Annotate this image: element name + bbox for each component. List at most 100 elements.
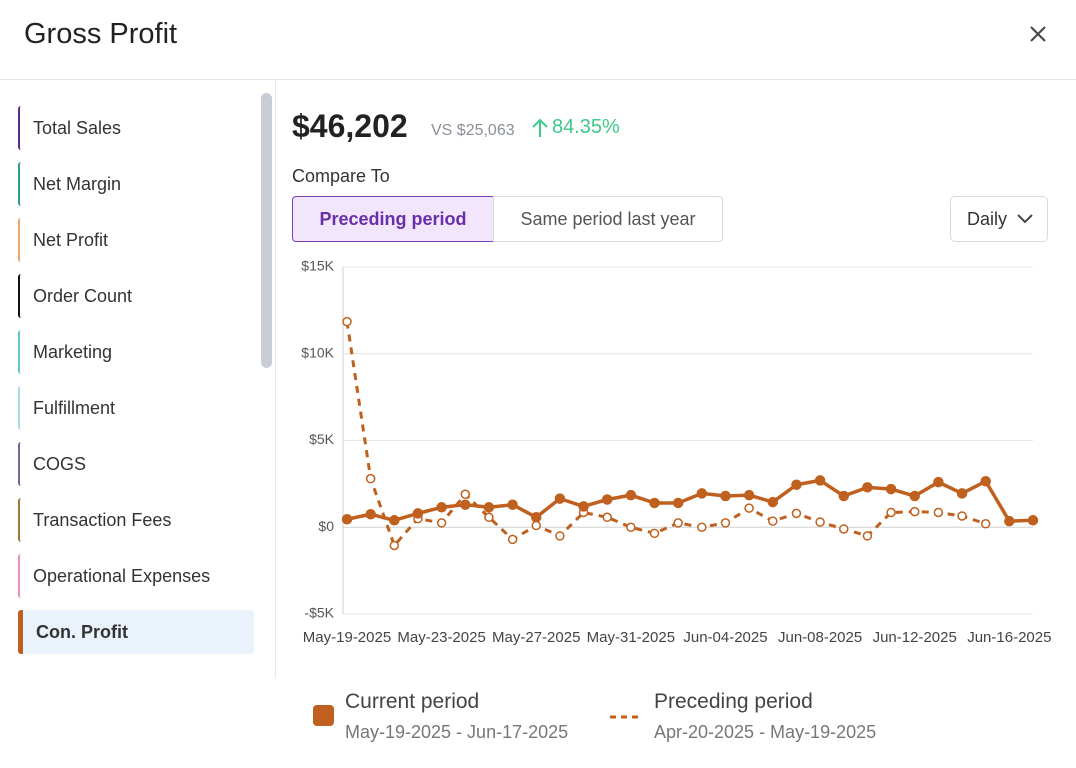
x-tick-label: May-31-2025: [587, 629, 675, 646]
data-point: [342, 316, 352, 327]
data-point: [886, 507, 896, 518]
data-point: [436, 502, 447, 513]
data-point: [460, 489, 471, 500]
data-point: [530, 512, 542, 523]
data-point: [933, 507, 944, 518]
data-point: [436, 518, 447, 528]
data-point: [626, 522, 636, 532]
sidebar-item[interactable]: Transaction Fees: [18, 498, 254, 542]
divider: [0, 79, 1076, 80]
data-point: [578, 501, 589, 512]
data-point: [862, 531, 873, 541]
data-point: [1027, 515, 1039, 526]
x-tick-label: May-27-2025: [492, 629, 580, 646]
series-line: [345, 321, 987, 547]
data-point: [507, 534, 518, 545]
data-point: [980, 519, 991, 529]
data-point: [956, 488, 968, 499]
sidebar-item[interactable]: Total Sales: [18, 106, 254, 150]
y-tick-label: $10K: [301, 344, 334, 360]
data-point: [507, 499, 518, 510]
data-point: [838, 490, 850, 502]
data-point: [862, 482, 873, 493]
data-point: [720, 518, 731, 528]
data-point: [460, 499, 471, 510]
sidebar-item[interactable]: Net Margin: [18, 162, 254, 206]
data-point: [389, 515, 400, 526]
legend-box: [313, 705, 334, 726]
data-point: [531, 520, 541, 531]
data-point: [839, 524, 849, 534]
data-point: [980, 476, 991, 487]
data-point: [815, 517, 825, 527]
data-point: [554, 493, 566, 504]
data-point: [768, 516, 778, 526]
sidebar-item[interactable]: Con. Profit: [18, 610, 254, 654]
data-point: [743, 489, 755, 501]
x-tick-label: Jun-04-2025: [683, 629, 767, 646]
data-point: [957, 511, 967, 521]
data-point: [672, 497, 684, 509]
modal-title: Gross Profit: [24, 18, 178, 50]
dropdown-value: Daily: [967, 208, 1008, 229]
x-tick-label: Jun-16-2025: [967, 629, 1051, 646]
divider: [275, 80, 276, 678]
data-point: [412, 508, 424, 519]
data-point: [885, 483, 897, 495]
data-point: [649, 528, 660, 539]
data-point: [389, 540, 400, 551]
data-point: [909, 506, 920, 517]
legend-range: Apr-20-2025 - May-19-2025: [654, 722, 877, 742]
metric-change: 84.35%: [552, 116, 620, 138]
sidebar-item[interactable]: COGS: [18, 442, 254, 486]
compare-option[interactable]: Preceding period: [292, 196, 494, 242]
data-point: [602, 512, 612, 523]
data-point: [696, 488, 708, 499]
x-tick-label: May-19-2025: [303, 629, 391, 646]
up-arrow: [532, 118, 548, 137]
data-point: [484, 512, 494, 523]
scrollbar[interactable]: [261, 93, 272, 368]
data-point: [814, 475, 826, 486]
compare-label: Compare To: [292, 166, 390, 186]
sidebar: Total Sales Net Margin Net Profit Order Cou…: [18, 106, 254, 678]
sidebar-item[interactable]: Fulfillment: [18, 386, 254, 430]
legend-name: Preceding period: [654, 690, 813, 713]
close-button[interactable]: [1028, 24, 1048, 44]
data-point: [1004, 515, 1015, 527]
data-point: [555, 531, 565, 541]
metric-value: $46,202: [292, 108, 408, 144]
x-tick-label: Jun-08-2025: [778, 629, 862, 646]
data-point: [933, 476, 944, 488]
legend-range: May-19-2025 - Jun-17-2025: [345, 722, 569, 742]
data-point: [909, 490, 920, 502]
sidebar-item[interactable]: Operational Expenses: [18, 554, 254, 598]
y-tick-label: $5K: [309, 431, 335, 447]
data-point: [601, 494, 613, 505]
y-tick-label: -$5K: [304, 605, 334, 621]
metric-compare: VS $25,063: [431, 122, 515, 139]
compare-option[interactable]: Same period last year: [493, 196, 723, 242]
sidebar-item[interactable]: Order Count: [18, 274, 254, 318]
data-point: [365, 473, 376, 484]
data-point: [791, 479, 802, 490]
chevron: [1017, 214, 1033, 224]
x-tick-label: Jun-12-2025: [873, 629, 957, 646]
x-tick-label: May-23-2025: [397, 629, 485, 646]
data-point: [673, 518, 683, 528]
y-tick-label: $0: [318, 518, 334, 534]
data-point: [649, 497, 660, 509]
data-point: [697, 522, 707, 532]
data-point: [720, 490, 731, 502]
y-tick-label: $15K: [301, 258, 334, 274]
granularity-dropdown[interactable]: Daily: [950, 196, 1048, 242]
data-point: [744, 503, 754, 513]
sidebar-item[interactable]: Marketing: [18, 330, 254, 374]
data-point: [625, 489, 637, 501]
data-point: [483, 502, 495, 513]
data-point: [365, 508, 376, 520]
sidebar-item[interactable]: Net Profit: [18, 218, 254, 262]
legend-swatch: [313, 705, 334, 726]
